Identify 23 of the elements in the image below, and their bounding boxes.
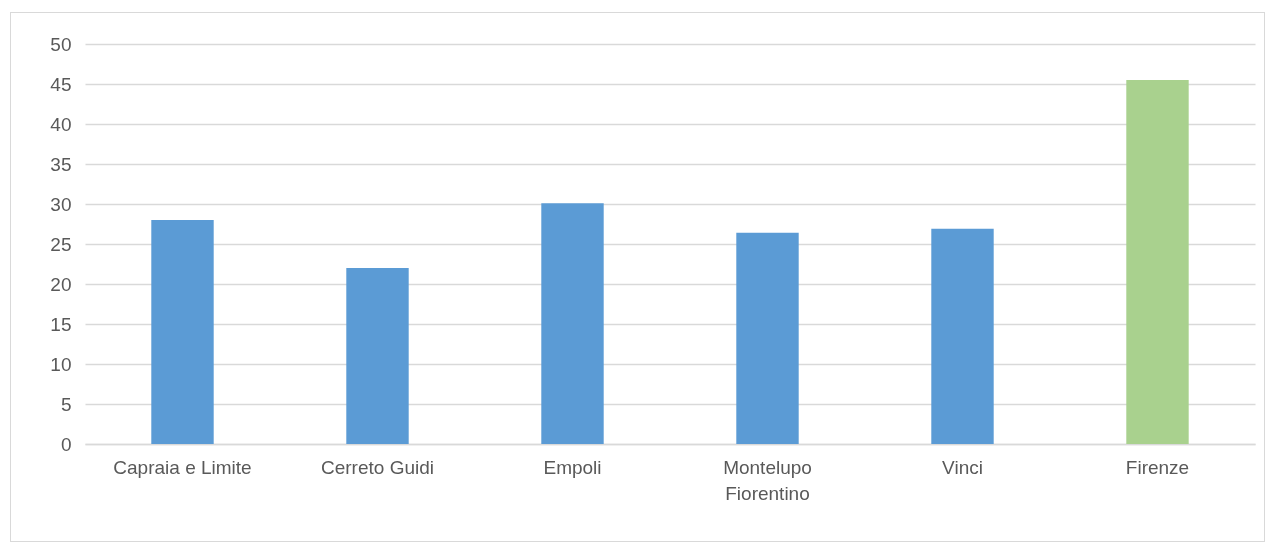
y-tick-label: 35 (50, 153, 72, 175)
x-tick-label: Montelupo Fiorentino (723, 456, 812, 504)
y-tick-label: 20 (50, 273, 72, 295)
bar (151, 220, 214, 444)
y-tick-label: 25 (50, 233, 72, 255)
x-tick-label: Firenze (1125, 456, 1190, 478)
y-tick-label: 30 (50, 193, 72, 215)
bar (541, 203, 604, 444)
y-tick-label: 50 (50, 33, 72, 55)
x-tick-label: Capraia e Limite (113, 456, 252, 478)
y-tick-label: 0 (60, 433, 72, 455)
x-tick-label: Empoli (543, 456, 602, 478)
y-tick-label: 10 (50, 353, 72, 375)
bar (736, 232, 799, 444)
y-tick-label: 45 (50, 73, 72, 95)
y-tick-label: 40 (50, 113, 72, 135)
bar (346, 268, 409, 444)
x-tick-label: Cerreto Guidi (321, 456, 434, 478)
y-tick-label: 15 (50, 313, 72, 335)
bar (1126, 80, 1189, 444)
y-tick-label: 5 (60, 393, 72, 415)
x-tick-label: Vinci (942, 456, 983, 478)
bar (931, 228, 994, 444)
